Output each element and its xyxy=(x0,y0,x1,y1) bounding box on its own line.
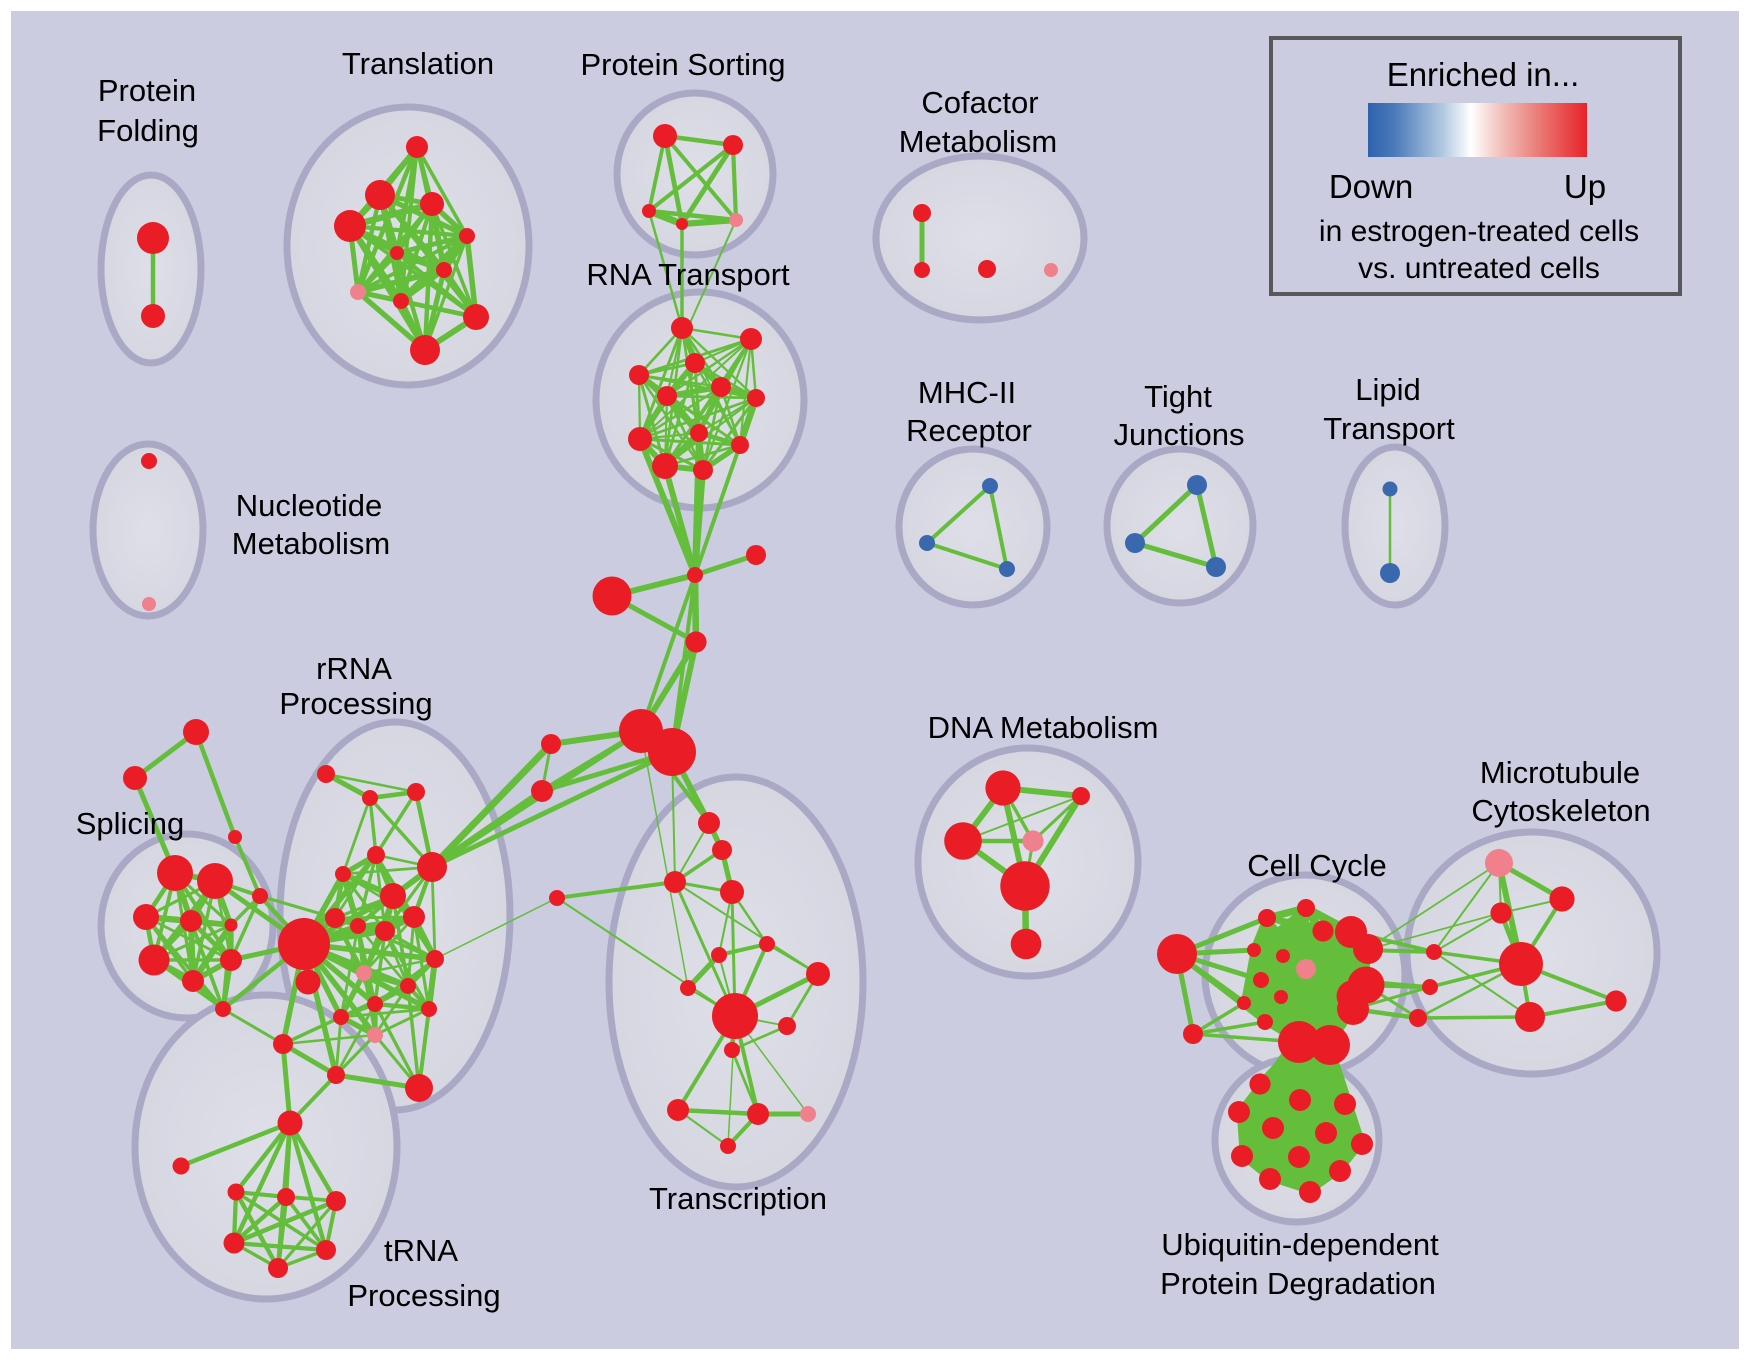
svg-text:Transport: Transport xyxy=(1323,411,1455,446)
svg-text:Transcription: Transcription xyxy=(649,1181,827,1216)
svg-text:Lipid: Lipid xyxy=(1355,372,1421,407)
svg-text:Protein: Protein xyxy=(98,73,196,108)
svg-text:Microtubule: Microtubule xyxy=(1480,755,1640,790)
svg-text:Tight: Tight xyxy=(1144,379,1212,414)
svg-text:Processing: Processing xyxy=(347,1278,500,1313)
svg-text:Up: Up xyxy=(1564,168,1606,205)
svg-text:Metabolism: Metabolism xyxy=(899,124,1058,159)
svg-text:Nucleotide: Nucleotide xyxy=(236,488,382,523)
svg-text:in estrogen-treated cells: in estrogen-treated cells xyxy=(1319,215,1639,248)
svg-text:MHC-II: MHC-II xyxy=(918,375,1016,410)
svg-text:Cofactor: Cofactor xyxy=(921,85,1038,120)
svg-text:Down: Down xyxy=(1329,168,1413,205)
svg-text:Ubiquitin-dependent: Ubiquitin-dependent xyxy=(1161,1227,1439,1262)
svg-text:Enriched in...: Enriched in... xyxy=(1387,56,1580,93)
svg-text:Protein Degradation: Protein Degradation xyxy=(1160,1266,1436,1301)
svg-text:Junctions: Junctions xyxy=(1114,417,1245,452)
svg-text:tRNA: tRNA xyxy=(384,1233,458,1268)
svg-text:Folding: Folding xyxy=(97,113,199,148)
svg-text:Translation: Translation xyxy=(342,46,494,81)
svg-text:Splicing: Splicing xyxy=(76,806,185,841)
svg-text:Cell Cycle: Cell Cycle xyxy=(1247,848,1387,883)
svg-text:Protein Sorting: Protein Sorting xyxy=(580,47,785,82)
svg-text:RNA Transport: RNA Transport xyxy=(586,257,790,292)
svg-text:Cytoskeleton: Cytoskeleton xyxy=(1471,793,1650,828)
svg-text:vs. untreated cells: vs. untreated cells xyxy=(1358,252,1600,285)
svg-text:Receptor: Receptor xyxy=(906,413,1032,448)
svg-text:Processing: Processing xyxy=(279,686,432,721)
svg-text:DNA Metabolism: DNA Metabolism xyxy=(928,710,1159,745)
svg-text:rRNA: rRNA xyxy=(316,651,392,686)
svg-text:Metabolism: Metabolism xyxy=(232,526,391,561)
